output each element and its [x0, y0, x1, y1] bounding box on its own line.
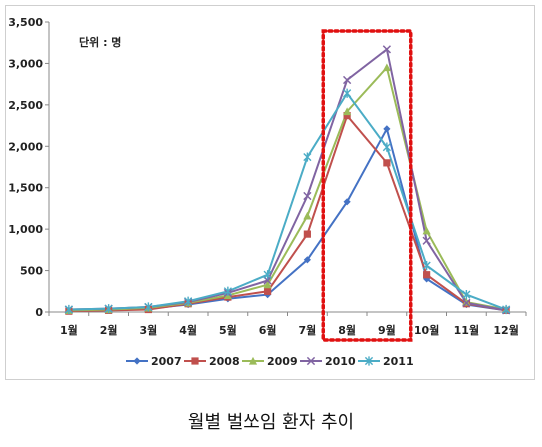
y-tick-label: 500: [20, 265, 43, 278]
unit-label: 단위 : 명: [79, 35, 121, 49]
data-point-2010: [342, 75, 352, 85]
x-tick-label: 10월: [414, 323, 439, 337]
x-tick-label: 4월: [179, 323, 197, 337]
line-chart: 0 500 1,000 1,500 2,000 2,500 3,000 3,500 1월 2월 3월…: [8, 16, 527, 368]
legend-marker-2008: [191, 357, 199, 365]
data-point-2011: [462, 290, 471, 300]
x-tick-label: 9월: [378, 323, 396, 337]
x-tick-label: 6월: [259, 323, 277, 337]
data-point-2011: [303, 152, 312, 162]
series-line-2008: [68, 113, 507, 313]
data-point-2010: [303, 191, 312, 201]
legend-label-2008: 2008: [209, 355, 240, 368]
data-point-2011: [502, 304, 511, 315]
series-line-2010: [68, 47, 507, 312]
legend-label-2007: 2007: [151, 355, 182, 368]
x-tick-label: 1월: [60, 323, 78, 337]
data-point-2010: [462, 298, 471, 308]
legend-marker-2009: [248, 356, 258, 365]
x-tick-label: 5월: [219, 323, 237, 337]
data-point-2010: [422, 236, 431, 245]
data-point-2007: [383, 125, 391, 133]
data-point-2008: [264, 287, 272, 295]
data-point-2009: [462, 297, 471, 306]
data-point-2011: [104, 304, 113, 314]
data-point-2009: [303, 211, 312, 220]
y-tick-label: 3,500: [8, 16, 43, 29]
x-tick-label: 2월: [100, 323, 118, 337]
data-point-2008: [383, 159, 391, 167]
series-line-2009: [68, 65, 507, 312]
data-point-2008: [343, 112, 351, 120]
legend-label-2011: 2011: [383, 355, 414, 368]
chart-frame: 0 500 1,000 1,500 2,000 2,500 3,000 3,500 1월 2월 3월…: [5, 5, 535, 380]
data-point-2011: [263, 270, 272, 280]
data-point-2011: [343, 88, 352, 98]
data-point-2009: [382, 63, 391, 72]
data-point-2011: [64, 304, 73, 315]
data-point-2011: [144, 302, 153, 312]
y-tick-label: 2,000: [8, 140, 43, 153]
data-point-2010: [263, 276, 272, 285]
series-line-2007: [68, 126, 507, 312]
x-tick-label: 12월: [493, 323, 518, 337]
highlight-box: [321, 29, 413, 342]
data-point-2007: [303, 256, 311, 264]
data-point-2009: [343, 107, 352, 116]
data-point-2011: [223, 286, 232, 296]
y-tick-label: 2,500: [8, 99, 43, 112]
y-tick-label: 3,000: [8, 57, 43, 70]
data-point-2007: [343, 198, 351, 206]
data-point-2009: [422, 226, 431, 235]
legend-marker-2011: [364, 356, 374, 366]
legend-marker-2010: [306, 356, 316, 366]
data-point-2011: [382, 142, 391, 152]
legend-label-2010: 2010: [325, 355, 356, 368]
legend-label-2009: 2009: [267, 355, 298, 368]
y-tick-label: 0: [35, 306, 43, 319]
data-point-2011: [184, 296, 193, 306]
y-tick-label: 1,000: [8, 223, 43, 236]
data-point-2008: [303, 230, 311, 238]
data-point-2009: [263, 280, 272, 289]
chart-caption: 월별 벌쏘임 환자 추이: [187, 412, 355, 433]
x-tick-label: 7월: [298, 323, 316, 337]
x-tick-label: 11월: [454, 323, 479, 337]
x-tick-label: 8월: [338, 323, 356, 337]
x-tick-label: 3월: [139, 323, 157, 337]
data-point-2011: [422, 261, 431, 271]
legend-marker-2007: [133, 357, 141, 365]
data-point-2008: [423, 271, 431, 279]
data-point-2010: [382, 45, 392, 54]
series-line-2011: [68, 91, 507, 311]
y-tick-label: 1,500: [8, 182, 43, 195]
